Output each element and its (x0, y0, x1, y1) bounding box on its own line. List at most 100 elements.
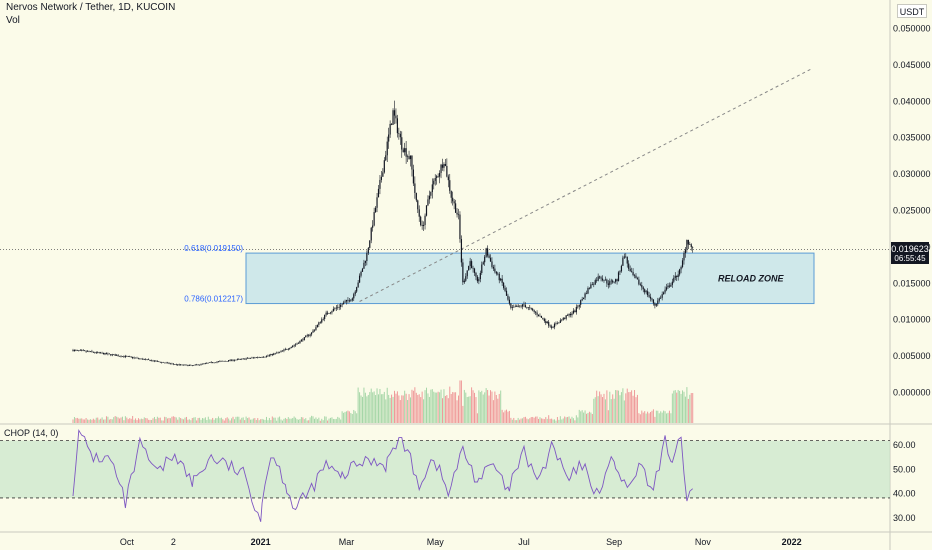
volume-bar (223, 420, 225, 423)
volume-bar (572, 418, 574, 423)
price-tick-label: 0.010000 (893, 315, 931, 325)
volume-bar (117, 417, 119, 423)
candle-body (517, 305, 519, 307)
candle-body (572, 310, 575, 314)
candle-body (232, 359, 234, 361)
price-tick-label: 0.000000 (893, 388, 931, 398)
volume-bar (72, 419, 74, 423)
candle-body (613, 281, 615, 283)
volume-bar (504, 410, 506, 423)
volume-bar (404, 390, 406, 423)
candle-body (683, 253, 685, 261)
volume-bar (270, 420, 272, 423)
volume-bar (315, 417, 317, 423)
candle-body (647, 291, 649, 296)
candle-body (513, 307, 515, 308)
candle-body (396, 118, 399, 134)
candle-body (399, 133, 401, 138)
candle-body (249, 358, 252, 359)
volume-bar (658, 413, 660, 423)
volume-bar (507, 411, 509, 423)
volume-bar (475, 397, 477, 423)
volume-bar (559, 416, 561, 423)
volume-bar (551, 418, 553, 423)
volume-bar (133, 419, 135, 423)
candle-body (171, 363, 173, 365)
candle-body (619, 271, 621, 273)
volume-bar (103, 419, 105, 423)
volume-bar (215, 418, 217, 423)
candle-body (233, 360, 236, 361)
volume-bar (523, 417, 525, 423)
candle-body (124, 356, 126, 357)
volume-bar (98, 419, 100, 423)
candle-body (129, 356, 131, 358)
candle-body (617, 272, 620, 281)
candle-body (556, 323, 559, 324)
volume-bar (405, 393, 407, 423)
candle-body (193, 365, 195, 366)
volume-bar (628, 392, 630, 423)
volume-bar (674, 390, 676, 423)
candle-body (379, 179, 381, 189)
volume-bar (305, 418, 307, 423)
candle-body (388, 134, 390, 142)
candle-body (156, 361, 158, 362)
volume-bar (347, 410, 349, 423)
candle-body (136, 357, 138, 359)
candle-body (639, 284, 641, 286)
candle-body (433, 180, 435, 185)
candle-body (268, 355, 270, 356)
price-tick-label: 0.015000 (893, 278, 931, 288)
volume-bar (565, 417, 567, 423)
time-axis[interactable]: Oct 2 2021 Mar May Jul Sep Nov 2022 (120, 537, 802, 547)
candle-body (334, 308, 336, 310)
volume-bar (252, 418, 254, 423)
candle-body (603, 280, 605, 281)
candle-body (185, 364, 188, 366)
candle-body (674, 275, 676, 278)
candle-body (468, 266, 470, 271)
candle-body (463, 280, 465, 283)
volume-bar (642, 412, 644, 423)
candle-body (481, 264, 483, 273)
candle-body (440, 164, 442, 173)
volume-bar (116, 416, 118, 423)
trendline[interactable] (359, 68, 813, 302)
candle-body (108, 353, 110, 355)
candle-body (318, 322, 320, 325)
candle-body (286, 349, 288, 350)
currency-button[interactable]: USDT (897, 4, 927, 18)
volume-bar (567, 416, 569, 423)
volume-bar (411, 389, 413, 423)
volume-bar (164, 416, 166, 423)
candle-body (398, 133, 400, 134)
candle-body (380, 176, 383, 180)
candle-body (126, 356, 128, 357)
candle-body (466, 270, 468, 277)
volume-bar (139, 419, 141, 423)
candle-body (670, 284, 672, 287)
volume-bar (434, 392, 436, 423)
time-tick-label: 2021 (251, 537, 271, 547)
volume-bar (555, 420, 557, 423)
candle-body (315, 327, 317, 330)
volume-bar (532, 416, 534, 423)
time-tick-label: Jul (518, 537, 530, 547)
price-axis[interactable]: 0.050000 0.045000 0.040000 0.035000 0.030000… (893, 24, 931, 398)
volume-bar (183, 419, 185, 423)
candle-body (436, 176, 438, 178)
volume-bar (324, 416, 326, 423)
chop-axis[interactable]: 60.00 50.00 40.00 30.00 (893, 440, 916, 523)
candle-body (252, 357, 254, 359)
volume-bar (73, 417, 75, 423)
candle-body (385, 155, 387, 161)
volume-bar (88, 419, 90, 423)
volume-bar (196, 420, 198, 423)
volume-bar (474, 392, 476, 423)
candle-body (354, 291, 356, 295)
candle-body (585, 293, 588, 294)
candle-body (369, 240, 371, 248)
candle-body (105, 353, 108, 355)
